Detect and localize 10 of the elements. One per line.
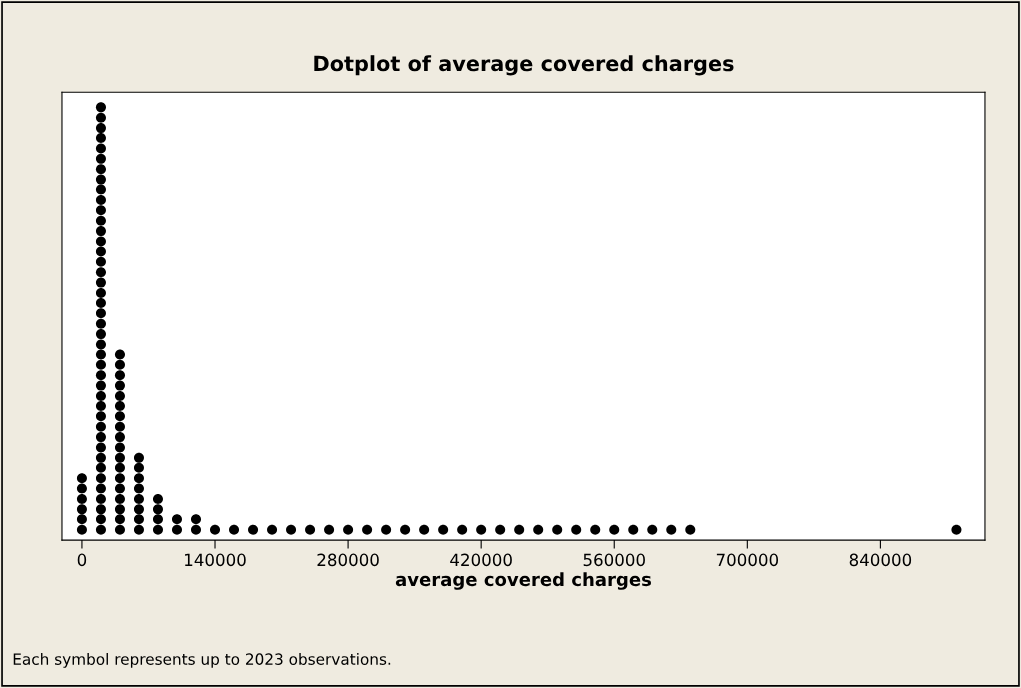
text: Each symbol represents up to 2023 observations. [13, 653, 391, 668]
x-tick-label: 0 [77, 553, 87, 567]
x-tick-label: 560000 [583, 553, 645, 567]
chart-title: Dotplot of average covered charges [314, 55, 734, 76]
x-tick-label: 140000 [185, 553, 246, 567]
x-tick-label: 420000 [450, 553, 512, 567]
x-tick-label: 840000 [849, 553, 912, 567]
x-axis-title: average covered charges [395, 572, 651, 590]
x-tick-label: 280000 [317, 553, 379, 567]
x-tick-label: 700000 [716, 553, 779, 567]
